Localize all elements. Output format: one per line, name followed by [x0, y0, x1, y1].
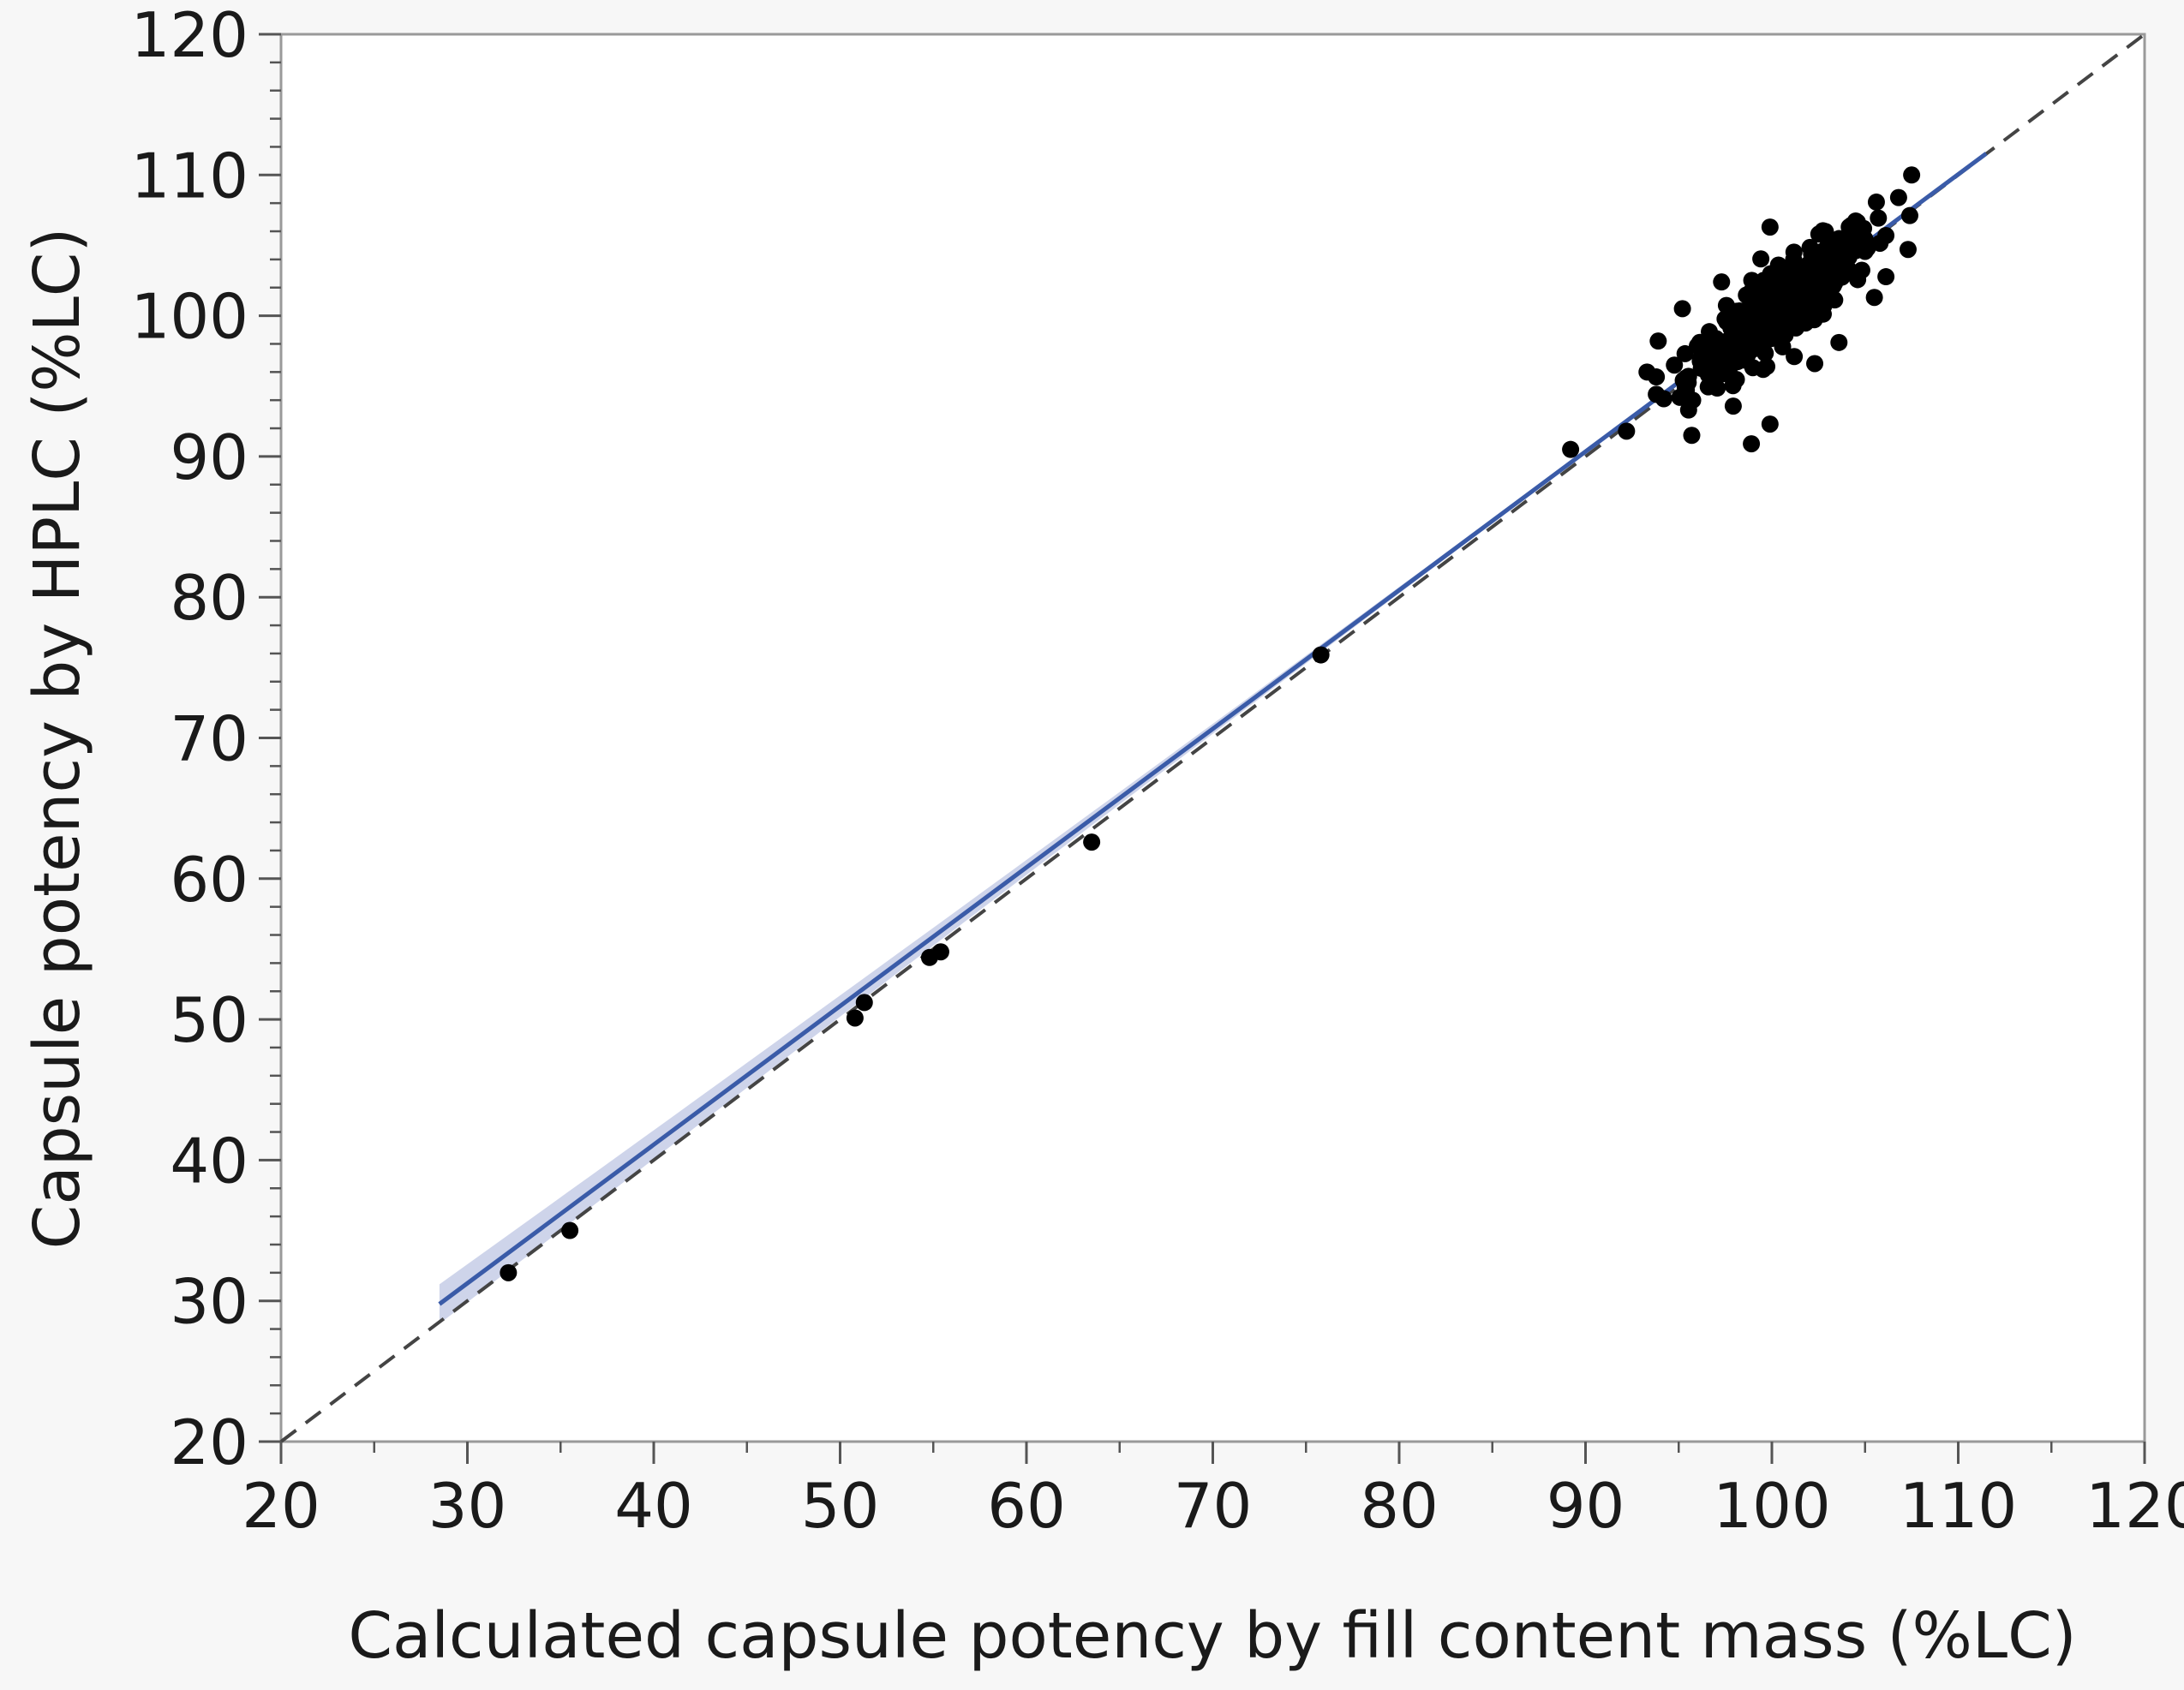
data-point	[1754, 361, 1772, 379]
data-point	[1648, 385, 1666, 403]
data-point	[1801, 238, 1819, 256]
data-point	[1785, 251, 1803, 269]
data-point	[1867, 193, 1885, 211]
x-tick-label: 20	[242, 1470, 320, 1542]
data-point	[1676, 344, 1694, 362]
x-tick-label: 110	[1900, 1470, 2017, 1542]
y-axis-title: Capsule potency by HPLC (%LC)	[21, 228, 94, 1250]
data-point	[1877, 268, 1895, 286]
y-tick-label: 30	[170, 1266, 248, 1338]
x-tick-label: 40	[614, 1470, 693, 1542]
data-point	[846, 1009, 864, 1027]
data-point	[1761, 218, 1779, 236]
data-point	[1713, 273, 1731, 291]
x-tick-label: 70	[1174, 1470, 1253, 1542]
data-point	[1761, 415, 1779, 433]
x-tick-label: 80	[1360, 1470, 1439, 1542]
data-point	[1751, 293, 1769, 311]
data-point	[561, 1221, 579, 1239]
data-point	[1849, 271, 1867, 289]
data-point	[1870, 209, 1888, 227]
data-point	[500, 1263, 518, 1281]
data-point	[1846, 212, 1864, 230]
data-point	[1698, 363, 1716, 381]
data-point	[1690, 333, 1708, 351]
data-point	[1899, 241, 1917, 259]
data-point	[1797, 314, 1815, 332]
y-axis: 20 30 40 50 60 70 80 90 100 110 120	[131, 0, 281, 1478]
data-point	[1752, 250, 1770, 268]
data-point	[1900, 206, 1918, 224]
data-point	[1312, 646, 1330, 664]
data-point	[1618, 422, 1636, 440]
data-point	[1742, 306, 1760, 324]
data-point	[1679, 401, 1697, 419]
data-point	[1731, 328, 1749, 346]
data-point	[1762, 265, 1780, 283]
data-point	[855, 994, 873, 1012]
data-point	[1768, 316, 1786, 334]
data-point	[1562, 440, 1580, 458]
data-point	[1903, 166, 1921, 184]
y-tick-label: 120	[131, 0, 248, 71]
x-tick-label: 120	[2085, 1470, 2184, 1542]
y-tick-label: 80	[170, 562, 248, 634]
x-axis-title: Calculated capsule potency by fill conte…	[348, 1599, 2076, 1673]
y-tick-label: 60	[170, 844, 248, 916]
x-tick-label: 30	[428, 1470, 507, 1542]
data-point	[1683, 427, 1701, 445]
y-tick-label: 50	[170, 984, 248, 1056]
data-point	[1774, 337, 1792, 355]
y-tick-label: 90	[170, 421, 248, 493]
data-point	[1727, 371, 1745, 389]
data-point	[1865, 289, 1883, 307]
x-tick-label: 50	[801, 1470, 880, 1542]
x-tick-label: 60	[987, 1470, 1066, 1542]
data-point	[1743, 435, 1761, 453]
data-point	[1649, 332, 1667, 350]
data-point	[1083, 833, 1101, 851]
data-point	[1751, 334, 1769, 352]
data-points-layer	[500, 166, 1921, 1281]
data-point	[1806, 355, 1824, 373]
data-point	[1803, 281, 1821, 299]
data-point	[1846, 227, 1864, 245]
data-point	[1786, 348, 1804, 366]
data-point	[1827, 232, 1845, 250]
data-point	[1648, 368, 1666, 386]
x-tick-label: 90	[1547, 1470, 1625, 1542]
data-point	[1727, 302, 1745, 320]
data-point	[1877, 226, 1895, 244]
data-point	[1666, 356, 1684, 374]
y-tick-label: 20	[170, 1406, 248, 1478]
data-point	[931, 943, 949, 961]
data-point	[1806, 260, 1824, 278]
y-tick-label: 40	[170, 1125, 248, 1197]
data-point	[1815, 297, 1833, 315]
data-point	[1830, 333, 1848, 351]
data-point	[1750, 278, 1768, 296]
y-tick-label: 100	[131, 281, 248, 353]
data-point	[1674, 372, 1692, 390]
x-axis: 20 30 40 50 60 70 80 90 100 110 120	[242, 1442, 2184, 1542]
data-point	[1889, 188, 1907, 206]
data-point	[1724, 397, 1742, 415]
y-tick-label: 110	[131, 140, 248, 212]
data-point	[1707, 330, 1725, 348]
data-point	[1716, 349, 1734, 367]
y-tick-label: 70	[170, 703, 248, 775]
data-point	[1778, 278, 1796, 296]
data-point	[1673, 300, 1691, 318]
x-tick-label: 100	[1713, 1470, 1830, 1542]
